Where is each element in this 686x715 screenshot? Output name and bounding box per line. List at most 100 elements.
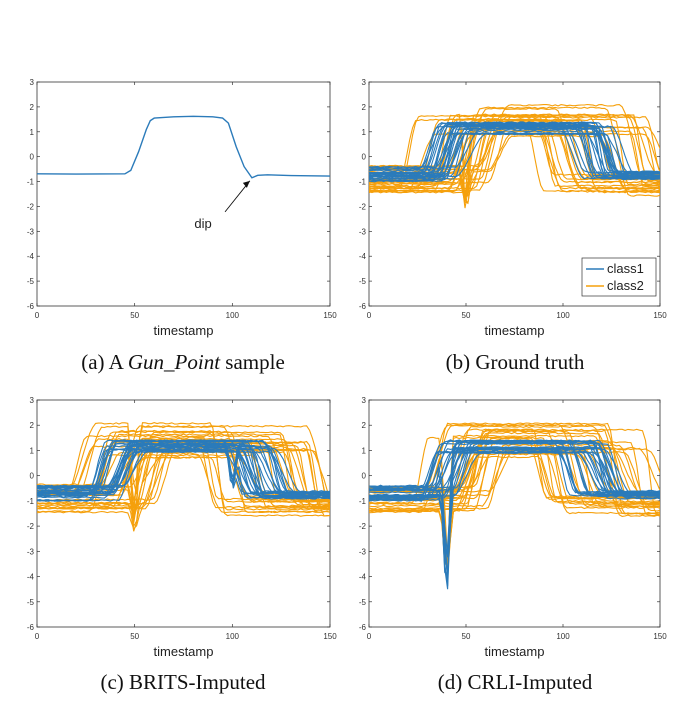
x-tick-label: 100 xyxy=(556,311,570,320)
y-tick-label: -5 xyxy=(359,598,367,607)
legend-box xyxy=(581,257,657,297)
class2-series-line xyxy=(37,430,330,514)
y-tick-label: -3 xyxy=(359,547,367,556)
class2-series-line xyxy=(369,118,660,186)
class1-series-line xyxy=(369,447,660,558)
y-tick-label: 3 xyxy=(30,396,35,405)
y-tick-label: -6 xyxy=(359,302,367,311)
y-tick-label: 2 xyxy=(30,103,35,112)
y-tick-label: 2 xyxy=(362,103,367,112)
x-tick-label: 150 xyxy=(323,311,337,320)
annotation-arrow-head xyxy=(242,180,250,188)
series-group xyxy=(37,422,330,532)
y-tick-label: -4 xyxy=(27,573,35,582)
y-tick-label: -4 xyxy=(359,252,367,261)
y-tick-label: 0 xyxy=(362,153,367,162)
series-group xyxy=(369,103,660,209)
x-tick-label: 50 xyxy=(462,632,471,641)
x-tick-label: 0 xyxy=(367,632,372,641)
y-tick-label: 1 xyxy=(362,128,367,137)
legend: class1 class2 xyxy=(581,257,657,297)
class2-series-line xyxy=(369,103,660,192)
x-tick-label: 150 xyxy=(323,632,337,641)
y-tick-label: -2 xyxy=(359,522,367,531)
y-tick-label: 1 xyxy=(30,128,35,137)
class2-series-line xyxy=(37,433,330,502)
y-tick-label: 3 xyxy=(362,396,367,405)
x-tick-label: 150 xyxy=(653,311,667,320)
class1-series-line xyxy=(369,451,660,502)
y-tick-label: -2 xyxy=(359,202,367,211)
x-tick-label: 50 xyxy=(462,311,471,320)
class2-series-line xyxy=(369,434,660,561)
y-tick-label: -5 xyxy=(27,598,35,607)
sample-series-line xyxy=(37,115,330,179)
caption-a-prefix: (a) A xyxy=(81,350,128,374)
y-tick-label: 3 xyxy=(362,78,367,87)
class1-series-line xyxy=(369,121,660,175)
annotation-label: dip xyxy=(194,216,211,231)
x-tick-label: 150 xyxy=(653,632,667,641)
caption-b: (b) Ground truth xyxy=(445,350,585,374)
class1-series-line xyxy=(37,444,330,499)
y-tick-label: -2 xyxy=(27,202,35,211)
y-tick-label: -1 xyxy=(27,497,35,506)
x-axis-label: timestamp xyxy=(485,644,545,659)
y-tick-label: -3 xyxy=(27,227,35,236)
y-tick-label: -5 xyxy=(359,277,367,286)
x-axis-label: timestamp xyxy=(154,323,214,338)
series-group xyxy=(369,422,660,590)
series-group xyxy=(37,115,330,179)
y-tick-label: 0 xyxy=(362,472,367,481)
x-tick-label: 100 xyxy=(226,311,240,320)
y-tick-label: -4 xyxy=(359,573,367,582)
x-tick-label: 0 xyxy=(367,311,372,320)
x-tick-label: 0 xyxy=(35,632,40,641)
class1-series-line xyxy=(369,124,660,179)
class1-series-line xyxy=(37,443,330,497)
x-axis-label: timestamp xyxy=(485,323,545,338)
class2-series-line xyxy=(37,422,330,517)
caption-a-emphasis: Gun_Point xyxy=(127,350,221,374)
class1-series-line xyxy=(37,439,330,495)
y-tick-label: -6 xyxy=(359,623,367,632)
y-tick-label: 1 xyxy=(362,446,367,455)
class2-series-line xyxy=(369,446,660,563)
y-tick-label: -1 xyxy=(359,178,367,187)
class2-series-line xyxy=(369,107,660,185)
y-tick-label: 2 xyxy=(362,421,367,430)
legend-label-class2: class2 xyxy=(607,278,644,293)
class1-series-line xyxy=(369,129,660,179)
plot-area-frame xyxy=(368,81,661,307)
y-tick-label: -6 xyxy=(27,302,35,311)
y-tick-label: -1 xyxy=(27,178,35,187)
x-tick-label: 100 xyxy=(226,632,240,641)
class1-series-line xyxy=(369,439,660,496)
x-tick-label: 50 xyxy=(130,632,139,641)
plot-area-frame xyxy=(36,399,331,628)
x-tick-label: 50 xyxy=(130,311,139,320)
caption-a: (a) A Gun_Point sample xyxy=(81,350,285,375)
x-axis-label: timestamp xyxy=(154,644,214,659)
class1-series-line xyxy=(369,450,660,500)
caption-a-suffix: sample xyxy=(220,350,285,374)
class1-series-line xyxy=(369,127,660,181)
y-tick-label: -6 xyxy=(27,623,35,632)
y-tick-label: 2 xyxy=(30,421,35,430)
y-tick-label: 3 xyxy=(30,78,35,87)
y-tick-label: -3 xyxy=(27,547,35,556)
class2-series-line xyxy=(369,117,660,190)
class1-series-line xyxy=(369,122,660,177)
x-tick-label: 0 xyxy=(35,311,40,320)
plot-area-frame xyxy=(36,81,331,307)
legend-label-class1: class1 xyxy=(607,261,644,276)
class2-series-line xyxy=(37,434,330,506)
y-tick-label: 0 xyxy=(30,472,35,481)
y-tick-label: -4 xyxy=(27,252,35,261)
class2-series-line xyxy=(369,429,660,511)
x-tick-label: 100 xyxy=(556,632,570,641)
